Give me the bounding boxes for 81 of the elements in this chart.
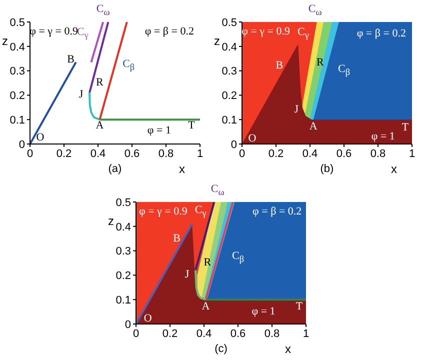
y-axis-title: z — [2, 34, 8, 48]
annotation: φ = γ = 0.9 — [139, 205, 188, 218]
annotation: C$_{β}$ — [122, 58, 135, 74]
annotation: C$_{γ}$ — [297, 26, 309, 42]
y-tick-label: 0.4 — [116, 221, 131, 234]
x-tick-label: 0 — [26, 148, 34, 160]
y-tick-label: 0.5 — [222, 16, 237, 29]
text: (a) — [108, 163, 122, 175]
x-tick-label: 0.2 — [162, 328, 178, 340]
x-tick-label: 0.8 — [158, 148, 174, 160]
x-tick-label: 0.2 — [56, 148, 72, 160]
line-series — [88, 92, 101, 121]
text: C$_{ω}$ — [308, 2, 322, 20]
annotation: φ = β = 0.2 — [144, 25, 194, 38]
y-tick-label: 0.3 — [116, 246, 131, 258]
annotation: A — [309, 120, 318, 134]
x-axis-title: x — [391, 162, 397, 176]
y-axis-title: z — [214, 34, 220, 48]
annotation: R — [316, 56, 324, 70]
x-tick-label: 0.2 — [268, 148, 284, 160]
annotation: C$_{β}$ — [232, 250, 244, 266]
annotation: C$_{γ}$ — [194, 204, 206, 220]
annotation: C$_{γ}$ — [77, 26, 88, 42]
y-tick-label: 0.5 — [116, 196, 131, 209]
annotation: T — [188, 119, 195, 132]
text: C$_{ω}$ — [210, 182, 224, 200]
y-tick-label: 0 — [124, 318, 131, 331]
x-axis-title: x — [285, 342, 291, 356]
x-tick-label: 0.6 — [124, 148, 140, 160]
annotation: A — [96, 119, 104, 132]
x-tick-label: 1 — [196, 148, 204, 160]
annotation: C$_{β}$ — [338, 62, 350, 79]
annotation: B — [173, 232, 180, 246]
x-tick-label: 0.6 — [230, 328, 246, 340]
y-tick-label: 0.2 — [116, 270, 131, 282]
annotation: φ = 1 — [147, 124, 171, 138]
line-series — [194, 269, 207, 301]
annotation: J — [294, 103, 299, 116]
y-tick-label: 0.3 — [10, 66, 25, 78]
annotation: O — [248, 132, 256, 146]
annotation: T — [296, 300, 303, 314]
annotation: J — [184, 268, 190, 282]
text: C$_{ω}$ — [96, 2, 110, 20]
x-tick-label: 0.8 — [370, 148, 386, 160]
y-tick-label: 0.1 — [222, 114, 237, 127]
text: (b) — [320, 163, 334, 175]
annotation: B — [276, 59, 284, 72]
y-tick-label: 0.2 — [222, 90, 237, 102]
x-tick-label: 0 — [132, 328, 140, 340]
y-tick-label: 0 — [18, 138, 25, 151]
annotation: O — [144, 312, 152, 326]
x-tick-label: 0.6 — [336, 148, 352, 160]
y-tick-label: 0.1 — [116, 294, 131, 307]
y-axis-title: z — [108, 214, 114, 228]
annotation: O — [36, 131, 44, 144]
x-tick-label: 0.4 — [196, 328, 212, 340]
y-tick-label: 0.3 — [222, 66, 237, 78]
y-tick-label: 0.1 — [10, 114, 25, 127]
annotation: R — [96, 76, 104, 90]
x-tick-label: 1 — [302, 328, 310, 340]
annotation: B — [67, 53, 74, 66]
x-tick-label: 0.4 — [302, 148, 318, 160]
y-tick-label: 0.5 — [10, 16, 25, 29]
text: (c) — [214, 343, 228, 355]
annotation: J — [78, 88, 84, 102]
x-tick-label: 1 — [408, 148, 416, 160]
annotation: φ = β = 0.2 — [252, 205, 302, 218]
y-tick-label: 0.4 — [222, 41, 237, 54]
x-tick-label: 0 — [238, 148, 246, 160]
annotation: A — [202, 300, 210, 314]
y-tick-label: 0 — [230, 138, 237, 151]
annotation: φ = 1 — [252, 305, 276, 318]
annotation: φ = 1 — [371, 130, 395, 144]
x-tick-label: 0.4 — [90, 148, 106, 160]
x-axis-title: x — [179, 162, 185, 176]
annotation: φ = β = 0.2 — [356, 28, 406, 41]
y-tick-label: 0.4 — [10, 41, 25, 54]
annotation: T — [402, 122, 409, 135]
annotation: R — [204, 256, 212, 270]
x-tick-label: 0.8 — [264, 328, 280, 340]
y-tick-label: 0.2 — [10, 90, 25, 102]
